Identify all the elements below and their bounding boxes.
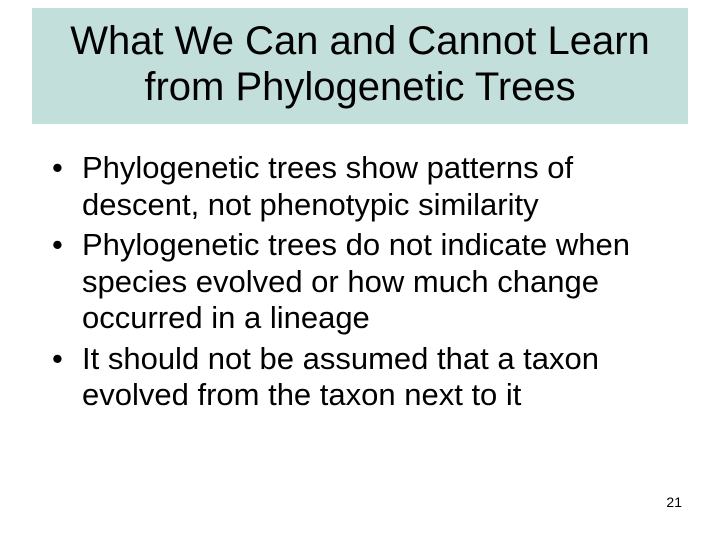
bullet-list: Phylogenetic trees show patterns of desc… [48, 150, 672, 414]
title-box: What We Can and Cannot Learn from Phylog… [32, 8, 688, 124]
body-area: Phylogenetic trees show patterns of desc… [48, 150, 672, 418]
list-item: It should not be assumed that a taxon ev… [48, 341, 672, 414]
page-number: 21 [666, 494, 682, 510]
list-item: Phylogenetic trees do not indicate when … [48, 227, 672, 337]
slide-title: What We Can and Cannot Learn from Phylog… [44, 18, 676, 110]
list-item: Phylogenetic trees show patterns of desc… [48, 150, 672, 223]
